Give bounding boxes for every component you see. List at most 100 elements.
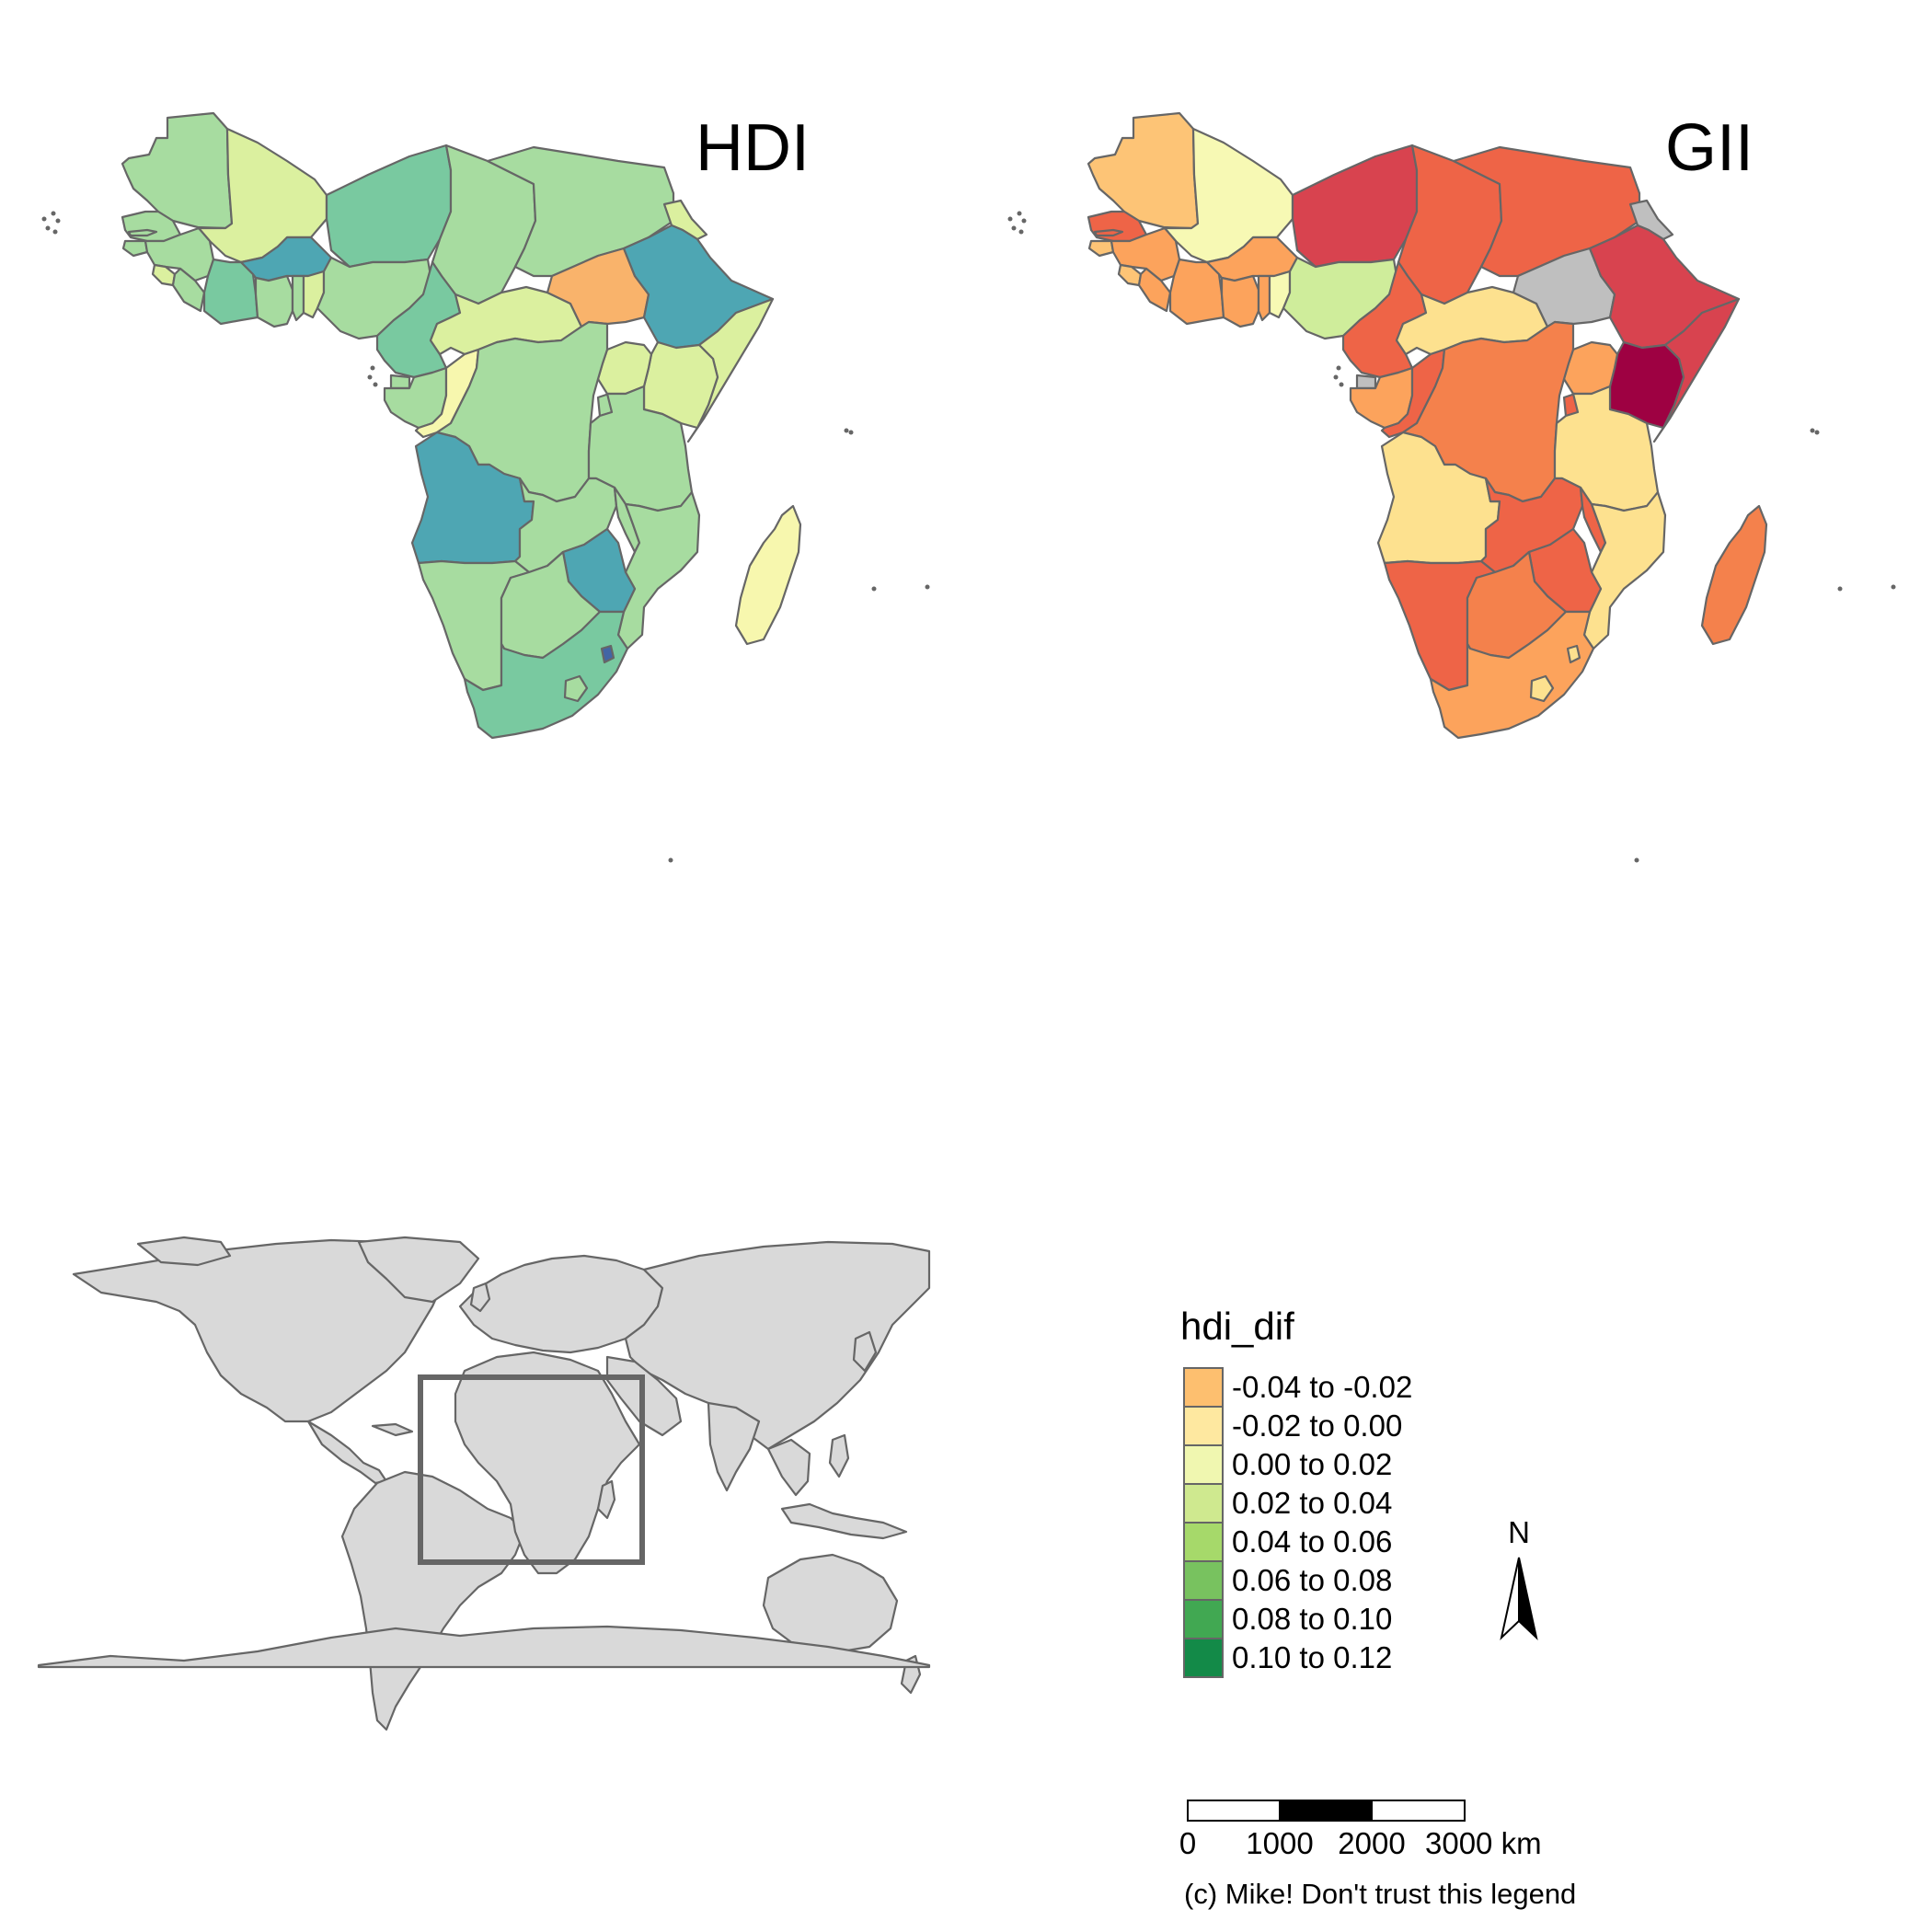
- small-island-3: [45, 225, 51, 231]
- small-island-2: [41, 216, 47, 222]
- indian-subcontinent-landmass: [707, 1401, 761, 1492]
- country-lesotho: [563, 674, 589, 703]
- country-guinea-bissau: [121, 239, 149, 258]
- gii-map-panel: [1007, 111, 1896, 863]
- scale-bar-tick-0: 0: [1179, 1826, 1196, 1860]
- north-arrow-label: N: [1508, 1515, 1530, 1549]
- country-gambia: [127, 228, 158, 237]
- legend-swatch-1: [1183, 1406, 1224, 1446]
- country-gambia: [1093, 228, 1124, 237]
- north-arrow-right-half: [1518, 1557, 1538, 1640]
- legend-label-3: 0.02 to 0.04: [1232, 1486, 1392, 1520]
- hdi-map-panel: [41, 111, 930, 863]
- small-island-4: [52, 229, 58, 235]
- gii-panel-title: GII: [1665, 111, 1754, 185]
- small-island-9: [1814, 430, 1820, 435]
- country-south-africa: [463, 610, 629, 740]
- small-island-5: [370, 365, 375, 371]
- scale-bar-tick-3000: 3000 km: [1425, 1826, 1542, 1860]
- legend-label-1: -0.02 to 0.00: [1232, 1409, 1402, 1443]
- country-ghana: [254, 274, 294, 328]
- small-island-3: [1011, 225, 1017, 231]
- legend-label-2: 0.00 to 0.02: [1232, 1447, 1392, 1481]
- hdi-panel-title: HDI: [696, 111, 810, 185]
- small-island-9: [848, 430, 854, 435]
- small-island-5: [1336, 365, 1341, 371]
- small-island-6: [367, 374, 373, 380]
- scale-bar-segment-2: [1279, 1800, 1373, 1822]
- indonesia-islands: [780, 1502, 908, 1540]
- small-island-7: [1339, 382, 1344, 387]
- asia-landmass: [624, 1240, 931, 1451]
- country-niger: [325, 144, 453, 269]
- legend-label-6: 0.08 to 0.10: [1232, 1602, 1392, 1636]
- country-eq-guinea: [1355, 374, 1377, 390]
- legend-label-0: -0.04 to -0.02: [1232, 1370, 1412, 1404]
- scale-bar-segment-3: [1371, 1800, 1466, 1822]
- legend-label-7: 0.10 to 0.12: [1232, 1640, 1392, 1674]
- japan-landmass: [852, 1330, 878, 1373]
- country-guinea-bissau: [1087, 239, 1115, 258]
- caribbean-islands: [371, 1422, 414, 1437]
- small-island-2: [1007, 216, 1013, 222]
- country-ghana: [1220, 274, 1260, 328]
- greenland-landmass: [357, 1236, 480, 1304]
- small-island-10: [871, 586, 877, 592]
- north-arrow: N: [1500, 1515, 1538, 1640]
- legend-label-4: 0.04 to 0.06: [1232, 1524, 1392, 1558]
- country-eq-guinea: [389, 374, 411, 390]
- southeast-asia-landmass: [766, 1438, 811, 1497]
- scale-bar-tick-2000: 2000: [1338, 1826, 1405, 1860]
- country-liberia: [1137, 267, 1172, 313]
- country-liberia: [171, 267, 206, 313]
- country-mauritania: [1087, 111, 1200, 230]
- british-isles-landmass: [469, 1282, 491, 1313]
- scale-bar: 0 1000 2000 3000 km: [1179, 1800, 1542, 1860]
- country-mauritania: [121, 111, 234, 230]
- country-mozambique: [1582, 490, 1667, 650]
- country-swaziland: [1566, 644, 1581, 664]
- legend-swatch-0: [1183, 1367, 1224, 1408]
- legend: -0.04 to -0.02 -0.02 to 0.00 0.00 to 0.02 0…: [1183, 1367, 1412, 1678]
- legend-swatch-7: [1183, 1638, 1224, 1678]
- country-swaziland: [600, 644, 615, 664]
- philippines-islands: [828, 1433, 850, 1478]
- small-island-8: [844, 428, 849, 433]
- country-lesotho: [1529, 674, 1555, 703]
- world-inset-map: [37, 1236, 931, 1731]
- credit-text: (c) Mike! Don't trust this legend: [1184, 1878, 1576, 1910]
- legend-swatch-2: [1183, 1444, 1224, 1485]
- small-island-7: [373, 382, 378, 387]
- scale-bar-tick-1000: 1000: [1246, 1826, 1313, 1860]
- country-togo: [1257, 274, 1271, 322]
- small-island-1: [55, 218, 61, 224]
- legend-swatch-4: [1183, 1522, 1224, 1562]
- country-togo: [291, 274, 305, 322]
- legend-label-5: 0.06 to 0.08: [1232, 1563, 1392, 1597]
- small-island-4: [1018, 229, 1024, 235]
- small-island-12: [1634, 857, 1639, 863]
- small-island-8: [1810, 428, 1815, 433]
- central-america-landmass: [306, 1420, 388, 1485]
- south-america-landmass: [340, 1470, 526, 1731]
- legend-swatch-5: [1183, 1560, 1224, 1601]
- small-island-11: [925, 584, 930, 590]
- small-island-0: [1017, 211, 1022, 216]
- antarctica-landmass: [37, 1625, 931, 1669]
- small-island-6: [1333, 374, 1339, 380]
- country-south-africa: [1429, 610, 1595, 740]
- inset-extent-box: [418, 1374, 645, 1565]
- madagascar-landmass: [596, 1479, 616, 1520]
- scale-bar-segment-1: [1187, 1800, 1281, 1822]
- small-island-0: [51, 211, 56, 216]
- country-madagascar: [1700, 504, 1768, 646]
- australia-landmass: [762, 1553, 899, 1653]
- africa-landmass: [454, 1351, 641, 1575]
- country-niger: [1291, 144, 1419, 269]
- legend-title: hdi_dif: [1180, 1305, 1294, 1348]
- legend-swatch-3: [1183, 1483, 1224, 1524]
- small-island-1: [1021, 218, 1027, 224]
- country-mozambique: [616, 490, 701, 650]
- small-island-11: [1891, 584, 1896, 590]
